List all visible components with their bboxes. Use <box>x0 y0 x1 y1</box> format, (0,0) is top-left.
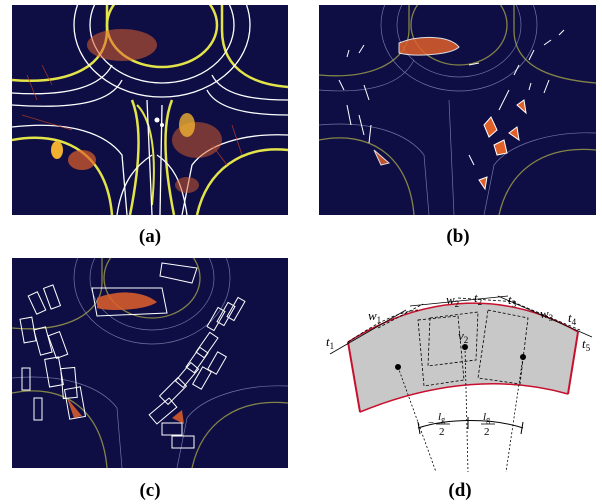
vehicle-box-1 <box>417 315 465 387</box>
panel-d-lane-segment-diagram: t1 w1 w2 t2 t3 w3 t4 t5 v2 − lg 2 lg 2 <box>318 262 602 476</box>
label-w2: w2 <box>446 292 459 309</box>
label-w3: w3 <box>540 306 554 323</box>
angle-arc <box>417 420 524 429</box>
lane-segment-svg: t1 w1 w2 t2 t3 w3 t4 t5 v2 − lg 2 lg 2 <box>326 290 593 473</box>
label-lg-right-num: lg <box>483 411 490 424</box>
label-v2: v2 <box>458 328 468 345</box>
label-lg-left-num: lg <box>438 411 445 424</box>
label-lg-right-den: 2 <box>484 426 490 438</box>
right-boundary <box>567 331 579 395</box>
vehicle-box-2 <box>477 309 529 385</box>
vehicle-box-3 <box>427 311 479 367</box>
panel-b-detections <box>319 5 596 215</box>
panel-a-lidar-map <box>12 5 288 215</box>
caption-c: (c) <box>139 480 161 501</box>
caption-d: (d) <box>448 480 472 501</box>
label-t5: t5 <box>582 336 591 353</box>
label-t3: t3 <box>508 292 517 309</box>
tangent-line-1 <box>329 309 407 355</box>
caption-b: (b) <box>446 226 470 247</box>
tangent-line-2 <box>409 295 509 307</box>
label-t2: t2 <box>474 290 482 307</box>
label-t1: t1 <box>326 334 334 351</box>
panel-c-tracks <box>12 258 288 468</box>
lower-boundary <box>359 383 569 413</box>
label-lg-left-den: 2 <box>439 426 445 438</box>
left-boundary <box>347 341 361 413</box>
tangent-line-3 <box>497 295 593 338</box>
label-t4: t4 <box>568 310 577 327</box>
label-minus-sign: − <box>428 417 434 429</box>
chord-dashed <box>347 309 419 343</box>
label-w1: w1 <box>368 308 381 325</box>
caption-a: (a) <box>138 226 162 247</box>
